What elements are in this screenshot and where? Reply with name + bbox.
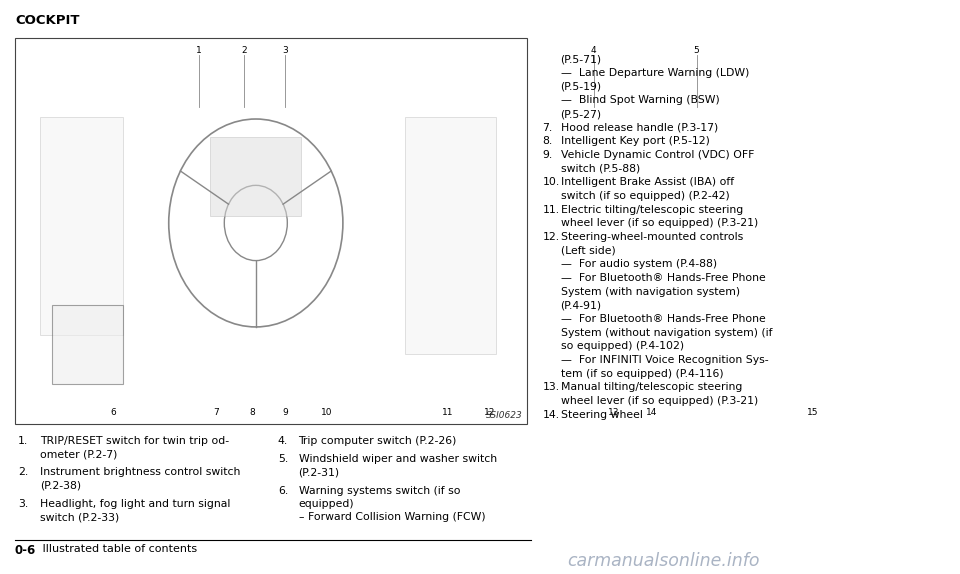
Bar: [210, 137, 301, 216]
Text: 11: 11: [443, 408, 453, 417]
Text: —  For Bluetooth® Hands-Free Phone: — For Bluetooth® Hands-Free Phone: [561, 314, 765, 324]
Text: System (with navigation system): System (with navigation system): [561, 287, 740, 297]
Text: Manual tilting/telescopic steering: Manual tilting/telescopic steering: [561, 382, 742, 393]
Text: Intelligent Brake Assist (IBA) off: Intelligent Brake Assist (IBA) off: [561, 177, 733, 188]
Text: —  Lane Departure Warning (LDW): — Lane Departure Warning (LDW): [561, 68, 749, 78]
Text: SSI0623: SSI0623: [486, 411, 522, 420]
Text: Warning systems switch (if so: Warning systems switch (if so: [299, 486, 460, 495]
Text: 8: 8: [250, 408, 255, 417]
Text: 10.: 10.: [542, 177, 560, 188]
Text: 4.: 4.: [277, 436, 288, 445]
Text: Headlight, fog light and turn signal: Headlight, fog light and turn signal: [39, 499, 230, 509]
Text: 0-6: 0-6: [15, 544, 36, 557]
Text: 8.: 8.: [542, 137, 553, 146]
Text: 6.: 6.: [277, 486, 288, 495]
Text: 12.: 12.: [542, 232, 560, 242]
Text: (P.5-71): (P.5-71): [561, 55, 602, 64]
Bar: [52, 305, 123, 384]
Text: – Forward Collision Warning (FCW): – Forward Collision Warning (FCW): [299, 513, 485, 522]
Text: switch (if so equipped) (P.2-42): switch (if so equipped) (P.2-42): [561, 191, 730, 201]
Text: TRIP/RESET switch for twin trip od-: TRIP/RESET switch for twin trip od-: [39, 436, 228, 445]
Text: 15: 15: [807, 408, 819, 417]
Text: Instrument brightness control switch: Instrument brightness control switch: [39, 467, 240, 478]
Text: 9.: 9.: [542, 150, 553, 160]
Text: COCKPIT: COCKPIT: [15, 14, 80, 27]
Text: 1.: 1.: [18, 436, 29, 445]
Text: Trip computer switch (P.2-26): Trip computer switch (P.2-26): [299, 436, 457, 445]
Text: wheel lever (if so equipped) (P.3-21): wheel lever (if so equipped) (P.3-21): [561, 219, 757, 228]
Text: 5.: 5.: [277, 454, 288, 464]
Text: —  Blind Spot Warning (BSW): — Blind Spot Warning (BSW): [561, 95, 719, 106]
Text: 4: 4: [591, 45, 596, 55]
Text: equipped): equipped): [299, 499, 354, 509]
Text: 14.: 14.: [542, 410, 560, 420]
Text: 13: 13: [608, 408, 619, 417]
Text: 2.: 2.: [18, 467, 29, 478]
Text: Steering wheel: Steering wheel: [561, 410, 642, 420]
Text: Steering-wheel-mounted controls: Steering-wheel-mounted controls: [561, 232, 743, 242]
Text: 7.: 7.: [542, 123, 553, 133]
Text: switch (P.5-88): switch (P.5-88): [561, 164, 640, 174]
Text: Windshield wiper and washer switch: Windshield wiper and washer switch: [299, 454, 496, 464]
Text: (P.2-31): (P.2-31): [299, 467, 340, 478]
Bar: [39, 117, 123, 335]
Text: 3.: 3.: [18, 499, 29, 509]
Text: Illustrated table of contents: Illustrated table of contents: [32, 544, 197, 553]
Text: (Left side): (Left side): [561, 246, 615, 256]
Text: tem (if so equipped) (P.4-116): tem (if so equipped) (P.4-116): [561, 369, 723, 379]
Text: 7: 7: [213, 408, 219, 417]
Text: Intelligent Key port (P.5-12): Intelligent Key port (P.5-12): [561, 137, 709, 146]
Text: so equipped) (P.4-102): so equipped) (P.4-102): [561, 342, 684, 351]
Text: 10: 10: [321, 408, 332, 417]
Text: wheel lever (if so equipped) (P.3-21): wheel lever (if so equipped) (P.3-21): [561, 396, 757, 406]
Text: carmanualsonline.info: carmanualsonline.info: [567, 553, 759, 571]
Text: —  For INFINITI Voice Recognition Sys-: — For INFINITI Voice Recognition Sys-: [561, 355, 768, 365]
Text: Hood release handle (P.3-17): Hood release handle (P.3-17): [561, 123, 718, 133]
Text: 1: 1: [196, 45, 202, 55]
Text: 5: 5: [694, 45, 700, 55]
Text: 11.: 11.: [542, 205, 560, 215]
Text: 9: 9: [282, 408, 288, 417]
Bar: [405, 117, 496, 355]
Text: (P.2-38): (P.2-38): [39, 480, 81, 491]
Text: 6: 6: [109, 408, 115, 417]
Text: System (without navigation system) (if: System (without navigation system) (if: [561, 328, 772, 338]
Text: 12: 12: [484, 408, 495, 417]
Text: 14: 14: [646, 408, 658, 417]
Text: Vehicle Dynamic Control (VDC) OFF: Vehicle Dynamic Control (VDC) OFF: [561, 150, 754, 160]
Text: 3: 3: [282, 45, 288, 55]
Text: (P.4-91): (P.4-91): [561, 300, 602, 311]
Text: 2: 2: [241, 45, 247, 55]
Text: switch (P.2-33): switch (P.2-33): [39, 513, 119, 522]
Bar: [15, 38, 527, 424]
Text: (P.5-19): (P.5-19): [561, 82, 602, 92]
Text: —  For Bluetooth® Hands-Free Phone: — For Bluetooth® Hands-Free Phone: [561, 273, 765, 283]
Text: —  For audio system (P.4-88): — For audio system (P.4-88): [561, 259, 717, 269]
Text: Electric tilting/telescopic steering: Electric tilting/telescopic steering: [561, 205, 743, 215]
Text: (P.5-27): (P.5-27): [561, 109, 602, 119]
Text: ometer (P.2-7): ometer (P.2-7): [39, 449, 117, 459]
Text: 13.: 13.: [542, 382, 560, 393]
